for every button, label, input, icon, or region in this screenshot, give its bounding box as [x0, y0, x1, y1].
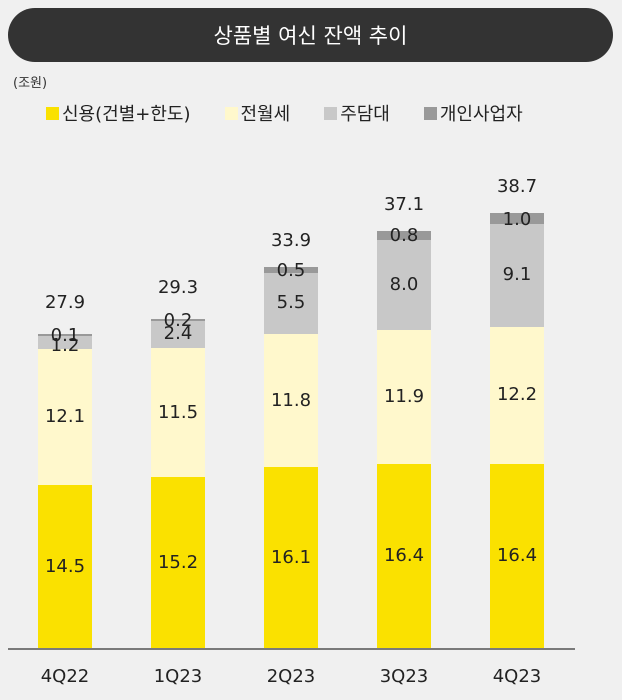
legend: 신용(건별+한도) 전월세 주담대 개인사업자 [46, 100, 557, 126]
bar-value-label: 11.9 [383, 385, 425, 407]
legend-label: 개인사업자 [439, 104, 523, 125]
legend-label: 전월세 [240, 104, 291, 125]
legend-label: 주담대 [340, 104, 390, 125]
bar-segment [38, 349, 92, 486]
bar-total-label: 37.1 [383, 193, 425, 215]
bar-segment [264, 266, 318, 273]
bar-value-label: 16.1 [270, 546, 312, 568]
unit-label: (조원) [13, 76, 48, 91]
x-axis-label: 4Q23 [492, 666, 542, 687]
x-axis-label: 2Q23 [266, 666, 316, 687]
bar-segment [264, 467, 318, 648]
bar-segment [490, 224, 544, 327]
bar-segment [490, 213, 544, 225]
bar-segment [38, 335, 92, 349]
legend-swatch-sole-proprietor [423, 106, 437, 120]
bar-value-label: 0.8 [389, 225, 419, 247]
bar-value-label: 11.8 [270, 389, 312, 411]
bar-total-label: 38.7 [496, 176, 538, 197]
bar-value-label: 1.0 [502, 208, 532, 230]
bar-value-label: 12.1 [44, 406, 86, 428]
legend-swatch-jeonse [224, 106, 238, 120]
legend-item-mortgage: 주담대 [324, 100, 390, 126]
bar-segment [151, 320, 205, 348]
bar-value-label: 5.5 [276, 292, 306, 314]
x-axis-line [8, 648, 575, 650]
bar-segment [38, 334, 92, 336]
chart-title-banner: 상품별 여신 잔액 추이 [8, 8, 613, 62]
legend-swatch-credit [46, 106, 59, 120]
bar-value-label: 1.2 [50, 335, 80, 357]
bar-segment [490, 326, 544, 464]
bar-total-label: 33.9 [270, 229, 312, 251]
bar-segment [264, 272, 318, 335]
bar-value-label: 0.5 [276, 259, 306, 281]
legend-swatch-mortgage [324, 106, 338, 120]
bar-value-label: 0.1 [50, 324, 80, 346]
bar-total-label: 29.3 [157, 276, 199, 298]
bar-total-label: 27.9 [44, 292, 86, 314]
bar-value-label: 2.4 [163, 323, 193, 345]
bar-value-label: 12.2 [496, 384, 538, 406]
legend-label: 신용(건별+한도) [62, 104, 191, 125]
bar-value-label: 9.1 [502, 264, 532, 286]
chart-title: 상품별 여신 잔액 추이 [213, 24, 408, 48]
x-axis-label: 3Q23 [379, 666, 429, 687]
bar-value-label: 8.0 [389, 273, 419, 295]
bar-segment [151, 347, 205, 478]
bar-segment [377, 463, 431, 648]
bar-segment [151, 318, 205, 321]
bar-segment [490, 463, 544, 648]
bar-value-label: 15.2 [157, 551, 199, 573]
bar-segment [264, 334, 318, 468]
x-axis-label: 4Q22 [40, 666, 90, 687]
legend-item-credit: 신용(건별+한도) [46, 100, 191, 126]
bar-value-label: 16.4 [496, 544, 538, 566]
bar-segment [377, 230, 431, 240]
bar-value-label: 0.2 [163, 309, 193, 331]
bar-value-label: 14.5 [44, 555, 86, 577]
bar-value-label: 11.5 [157, 401, 199, 423]
bar-segment [38, 485, 92, 648]
legend-item-jeonse: 전월세 [224, 100, 291, 126]
legend-item-sole-proprietor: 개인사업자 [423, 100, 523, 126]
bar-segment [377, 329, 431, 464]
bar-segment [377, 239, 431, 330]
bar-value-label: 16.4 [383, 544, 425, 566]
x-axis-label: 1Q23 [153, 666, 203, 687]
bar-segment [151, 477, 205, 648]
